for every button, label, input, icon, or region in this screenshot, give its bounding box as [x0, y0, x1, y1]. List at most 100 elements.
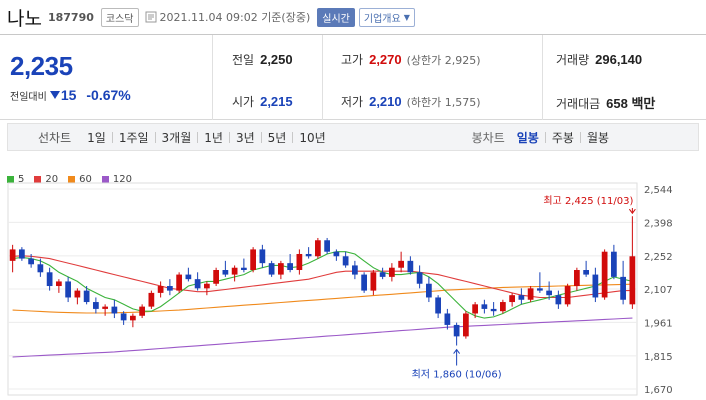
prev-close-label: 전일	[232, 53, 255, 67]
candle-body	[74, 290, 81, 298]
change-amount: 15	[60, 87, 77, 103]
candle-body	[611, 251, 617, 277]
divider	[228, 131, 230, 143]
candle-body	[574, 270, 580, 287]
candle-body	[259, 249, 266, 264]
line-chart-title: 선차트	[38, 130, 72, 145]
change-percent: -0.67%	[86, 87, 131, 103]
candle-body	[416, 272, 423, 284]
candle-body	[213, 270, 219, 284]
tab-1w[interactable]: 1주일	[118, 130, 149, 145]
candle-body	[444, 313, 451, 325]
company-overview-button[interactable]: 기업개요 ▼	[358, 7, 415, 27]
clock-icon	[145, 11, 157, 23]
low-label: 저가	[341, 95, 364, 109]
y-tick-label: 2,398	[644, 218, 673, 229]
candle-body	[204, 283, 210, 289]
candle-body	[9, 249, 16, 261]
candle-body	[139, 306, 145, 316]
legend-label: 120	[112, 174, 132, 185]
y-tick-label: 2,107	[644, 285, 673, 296]
legend-label: 5	[18, 174, 25, 185]
tab-3m[interactable]: 3개월	[161, 130, 192, 145]
tab-monthly[interactable]: 월봉	[586, 130, 610, 145]
high-arrow-head	[628, 208, 636, 215]
candle-body	[324, 240, 330, 252]
candlestick-chart[interactable]: 2,544 2,398 2,252 2,107 1,961 1,815 1,670 최고 2,…	[0, 165, 706, 400]
candle-body	[296, 253, 303, 271]
quote-datetime: 2021.11.04 09:02 기준(장중)	[159, 11, 311, 24]
candle-body	[93, 302, 99, 309]
realtime-button[interactable]: 실시간	[317, 7, 355, 27]
current-price: 2,235	[10, 51, 73, 81]
tab-1d[interactable]: 1일	[87, 130, 106, 145]
tab-weekly[interactable]: 주봉	[551, 130, 574, 145]
divider	[579, 131, 581, 143]
candle-body	[305, 253, 312, 257]
low-value: 2,210	[369, 94, 402, 109]
legend-swatch	[34, 176, 42, 183]
change-row: 전일대비 15 -0.67%	[10, 87, 131, 103]
candle-body	[435, 297, 441, 314]
ma120-line	[12, 317, 633, 358]
legend-swatch	[68, 176, 76, 183]
candle-body	[167, 286, 173, 291]
candle-body	[111, 306, 118, 314]
volume-label: 거래량	[556, 53, 590, 67]
candle-body	[46, 272, 53, 287]
price-summary: 2,235 전일대비 15 -0.67% 전일 2,250 고가 2,270 (…	[0, 34, 706, 120]
y-tick-label: 1,961	[644, 318, 673, 329]
stock-header: 나노 187790 코스닥 2021.11.04 09:02 기준(장중) 실시…	[0, 0, 706, 34]
divider	[197, 131, 199, 143]
divider	[111, 131, 113, 143]
candle-body	[268, 263, 275, 275]
candle-body	[352, 265, 358, 275]
lower-limit: (하한가 1,575)	[406, 96, 481, 109]
tab-daily[interactable]: 일봉	[516, 130, 539, 145]
open-label: 시가	[232, 95, 255, 109]
candle-body	[19, 249, 25, 259]
legend-label: 60	[79, 174, 92, 185]
divider	[544, 131, 546, 143]
high-annotation: 최고 2,425 (11/03)	[543, 195, 633, 207]
candle-body	[555, 295, 562, 305]
legend-swatch	[101, 176, 109, 183]
candle-body	[463, 313, 469, 337]
legend-item-ma5: 5	[7, 174, 24, 185]
chart-legend: 5 20 60 120	[7, 174, 142, 185]
candle-body	[342, 256, 349, 266]
candle-body	[629, 256, 636, 305]
candle-body	[490, 308, 497, 312]
divider	[292, 131, 294, 143]
legend-item-ma60: 60	[68, 174, 92, 185]
legend-item-ma120: 120	[101, 174, 132, 185]
tab-5y[interactable]: 5년	[267, 130, 287, 145]
chevron-down-icon: ▼	[403, 12, 410, 22]
candle-body	[130, 315, 136, 321]
candle-body	[56, 281, 62, 287]
candle-body	[453, 324, 460, 337]
candle-body	[426, 283, 432, 298]
candle-body	[509, 295, 515, 303]
open-stat: 시가 2,215	[232, 93, 293, 110]
candle-body	[481, 304, 488, 309]
legend-item-ma20: 20	[34, 174, 58, 185]
high-stat: 고가 2,270 (상한가 2,925)	[341, 51, 481, 68]
candle-body	[148, 292, 155, 307]
amount-stat: 거래대금 658 백만	[556, 93, 655, 112]
high-value: 2,270	[369, 52, 402, 67]
tab-10y[interactable]: 10년	[299, 130, 326, 145]
divider	[542, 35, 543, 120]
tab-3y[interactable]: 3년	[235, 130, 255, 145]
ma5-line	[12, 251, 633, 319]
stock-name: 나노	[7, 7, 42, 30]
amount-label: 거래대금	[556, 97, 601, 111]
candle-body	[333, 251, 340, 257]
candle-body	[315, 240, 321, 257]
candle-body	[102, 306, 108, 309]
down-triangle-icon	[49, 91, 60, 99]
tab-1y[interactable]: 1년	[204, 130, 223, 145]
volume-stat: 거래량 296,140	[556, 51, 642, 68]
open-value: 2,215	[260, 94, 293, 109]
candle-body	[83, 290, 90, 303]
